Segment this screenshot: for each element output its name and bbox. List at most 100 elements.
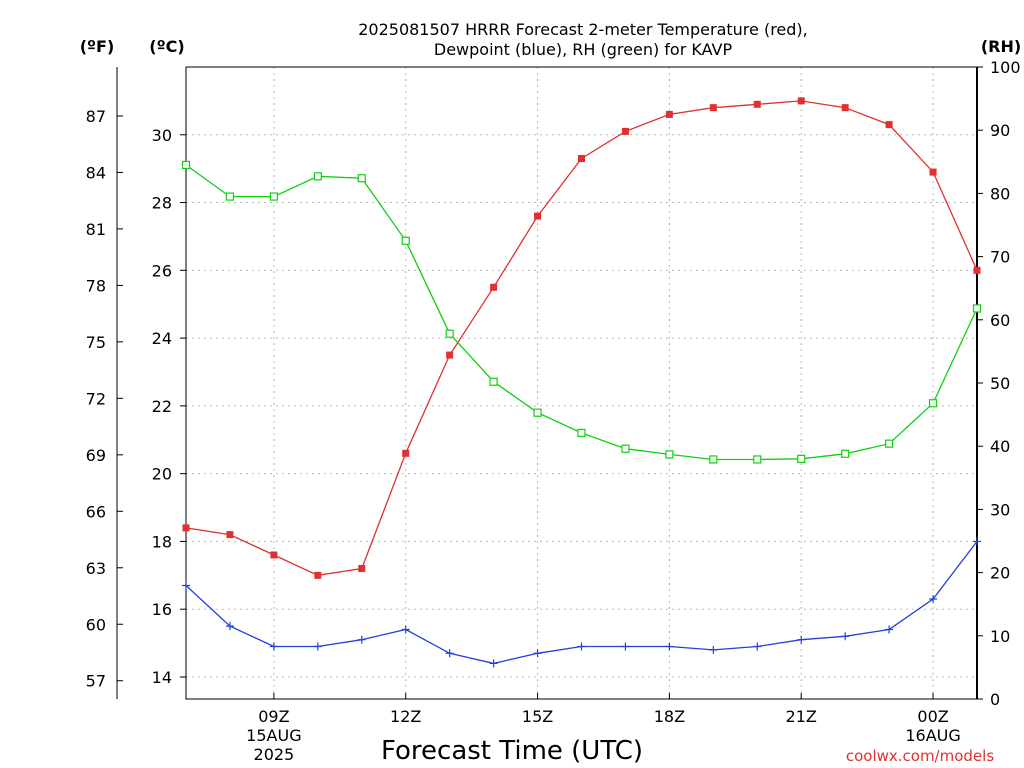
celsius-tick-label: 24 bbox=[152, 329, 172, 348]
series-line-rh bbox=[185, 164, 978, 461]
rh-point bbox=[841, 449, 850, 458]
rh-tick-label: 20 bbox=[990, 564, 1010, 583]
temperature-point bbox=[226, 531, 234, 539]
temperature-point bbox=[490, 283, 498, 291]
temperature-point bbox=[973, 266, 981, 274]
temperature-point bbox=[182, 524, 190, 532]
rh-point bbox=[445, 329, 454, 338]
dewpoint-point bbox=[885, 625, 894, 634]
x-tick-label: 12Z bbox=[390, 707, 421, 726]
fahrenheit-tick-label: 75 bbox=[86, 333, 106, 352]
rh-tick-label: 40 bbox=[990, 437, 1010, 456]
rh-tick-label: 80 bbox=[990, 184, 1010, 203]
temperature-point bbox=[797, 97, 805, 105]
rh-point bbox=[225, 192, 235, 201]
fahrenheit-tick-label: 81 bbox=[86, 220, 106, 239]
rh-tick-label: 100 bbox=[990, 58, 1021, 77]
celsius-unit-label: (ºC) bbox=[149, 37, 184, 56]
dewpoint-point bbox=[665, 642, 674, 651]
fahrenheit-tick-label: 87 bbox=[86, 107, 106, 126]
fahrenheit-tick-label: 84 bbox=[86, 163, 106, 182]
dewpoint-point bbox=[753, 642, 762, 651]
temperature-point bbox=[885, 121, 893, 129]
x-tick-label: 09Z bbox=[258, 707, 289, 726]
temperature-point bbox=[578, 154, 585, 162]
temperature-point bbox=[709, 104, 717, 112]
dewpoint-point bbox=[445, 649, 454, 658]
rh-point bbox=[797, 454, 806, 463]
marker-layer bbox=[181, 97, 982, 668]
rh-point bbox=[357, 174, 366, 183]
celsius-tick-label: 16 bbox=[152, 600, 172, 619]
dewpoint-point bbox=[577, 642, 586, 651]
rh-tick-label: 10 bbox=[990, 627, 1010, 646]
rh-point bbox=[533, 408, 542, 417]
celsius-tick-label: 30 bbox=[152, 126, 172, 145]
temperature-point bbox=[402, 449, 410, 457]
rh-tick-label: 30 bbox=[990, 500, 1010, 519]
celsius-tick-label: 26 bbox=[152, 261, 172, 280]
dewpoint-point bbox=[841, 632, 850, 641]
fahrenheit-tick-label: 72 bbox=[86, 389, 106, 408]
rh-point bbox=[269, 192, 278, 201]
rh-tick-label: 70 bbox=[990, 248, 1010, 267]
rh-unit-label: (RH) bbox=[981, 37, 1021, 56]
chart-title-line1: 2025081507 HRRR Forecast 2-meter Tempera… bbox=[358, 20, 808, 39]
x-tick-label: 16AUG bbox=[905, 726, 960, 745]
rh-point bbox=[489, 377, 498, 386]
fahrenheit-tick-label: 63 bbox=[86, 559, 106, 578]
temperature-point bbox=[270, 551, 278, 559]
x-tick-label: 21Z bbox=[786, 707, 817, 726]
temperature-point bbox=[314, 571, 322, 579]
rh-point bbox=[928, 399, 938, 408]
dewpoint-point bbox=[929, 595, 938, 604]
credit-label: coolwx.com/models bbox=[846, 747, 994, 765]
temperature-point bbox=[358, 565, 366, 573]
axes-layer: 14 16 18 20 22 24 26 28 30 57 60 63 66 69 72 75 78 81 84 87… bbox=[86, 58, 1021, 764]
temperature-point bbox=[446, 351, 454, 359]
x-tick-label: 15Z bbox=[522, 707, 553, 726]
fahrenheit-tick-label: 78 bbox=[86, 276, 106, 295]
fahrenheit-tick-label: 66 bbox=[86, 502, 106, 521]
temperature-point bbox=[753, 100, 761, 108]
fahrenheit-tick-label: 60 bbox=[86, 615, 106, 634]
celsius-tick-label: 22 bbox=[152, 397, 172, 416]
rh-point bbox=[753, 455, 762, 464]
dewpoint-point bbox=[182, 581, 190, 590]
rh-point bbox=[181, 160, 191, 170]
dewpoint-point bbox=[621, 642, 630, 651]
rh-point bbox=[885, 439, 894, 448]
rh-point bbox=[621, 444, 630, 453]
rh-point bbox=[972, 304, 982, 313]
celsius-tick-label: 18 bbox=[152, 532, 172, 551]
temperature-point bbox=[841, 104, 849, 112]
dewpoint-point bbox=[797, 635, 806, 644]
x-tick-label: 00Z bbox=[917, 707, 948, 726]
rh-tick-label: 0 bbox=[990, 690, 1000, 709]
series-layer bbox=[185, 100, 978, 665]
celsius-tick-label: 28 bbox=[152, 194, 172, 213]
temperature-point bbox=[665, 110, 673, 118]
temperature-point bbox=[929, 168, 937, 176]
fahrenheit-unit-label: (ºF) bbox=[80, 37, 115, 56]
rh-tick-label: 60 bbox=[990, 311, 1010, 330]
dewpoint-point bbox=[709, 645, 718, 654]
x-tick-label: 18Z bbox=[654, 707, 685, 726]
rh-point bbox=[313, 172, 322, 181]
dewpoint-point bbox=[313, 642, 322, 651]
rh-point bbox=[401, 236, 410, 245]
dewpoint-point bbox=[269, 642, 278, 651]
rh-tick-label: 50 bbox=[990, 374, 1010, 393]
dewpoint-point bbox=[401, 625, 410, 634]
x-tick-label: 2025 bbox=[254, 745, 295, 764]
temperature-point bbox=[534, 212, 542, 220]
x-tick-label: 15AUG bbox=[246, 726, 301, 745]
dewpoint-point bbox=[973, 537, 981, 546]
celsius-tick-label: 14 bbox=[152, 668, 172, 687]
dewpoint-point bbox=[357, 635, 366, 644]
rh-tick-label: 90 bbox=[990, 121, 1010, 140]
dewpoint-point bbox=[533, 649, 542, 658]
rh-point bbox=[665, 450, 674, 459]
dewpoint-point bbox=[489, 659, 498, 668]
